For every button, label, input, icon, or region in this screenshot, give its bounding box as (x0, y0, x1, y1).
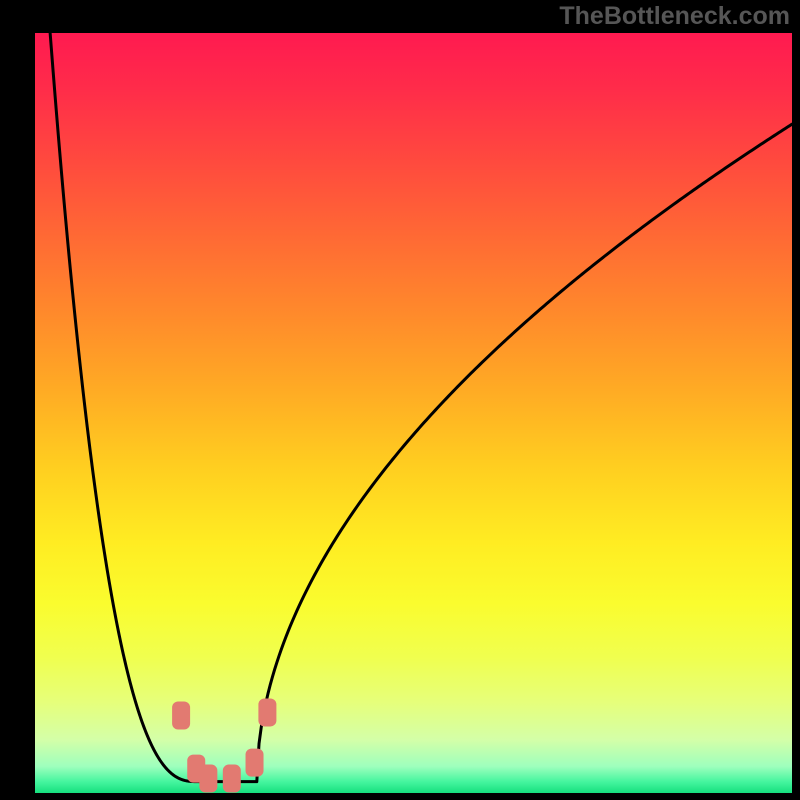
curve-marker (246, 749, 264, 777)
chart-plot-area (35, 33, 792, 793)
curve-marker (172, 701, 190, 729)
gradient-background (35, 33, 792, 793)
curve-marker (223, 765, 241, 793)
chart-svg (35, 33, 792, 793)
watermark-text: TheBottleneck.com (559, 2, 790, 31)
curve-marker (258, 698, 276, 726)
curve-marker (199, 765, 217, 793)
